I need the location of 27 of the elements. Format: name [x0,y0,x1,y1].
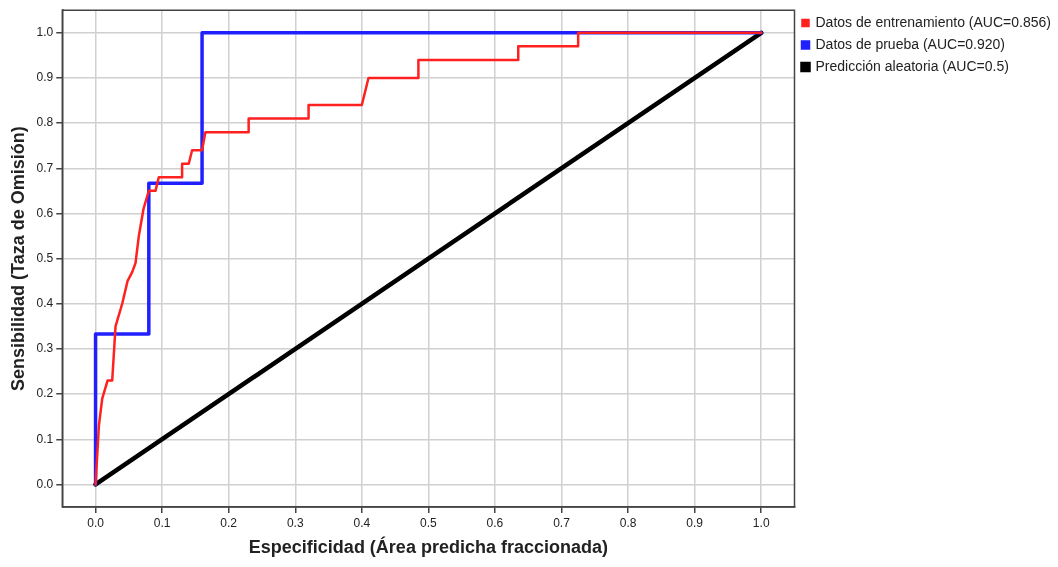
y-tick-label: 0.8 [36,115,54,130]
y-tick-label: 0.2 [36,386,54,401]
y-axis-title: Sensibilidad (Taza de Omisión) [7,126,28,391]
y-tick-label: 0.7 [36,160,54,175]
y-tick-label: 0.9 [36,70,54,85]
y-tick-label: 0.6 [36,205,54,220]
y-tick-label: 0.4 [36,296,54,311]
x-tick-label: 0.2 [220,515,238,530]
x-axis-title: Especificidad (Área predicha fraccionada) [248,536,608,558]
y-tick-label: 0.0 [36,476,54,491]
x-tick-label: 0.1 [153,515,171,530]
x-tick-label: 0.5 [420,515,438,530]
x-tick-label: 0.0 [87,515,105,530]
x-tick-label: 0.3 [286,515,304,530]
x-tick-label: 1.0 [752,515,770,530]
legend-label: Predicción aleatoria (AUC=0.5) [815,57,1009,74]
x-tick-label: 0.7 [553,515,571,530]
y-tick-label: 1.0 [36,25,54,40]
y-tick-label: 0.3 [36,341,54,356]
x-tick-label: 0.8 [619,515,637,530]
y-tick-label: 0.5 [36,250,54,265]
x-tick-label: 0.4 [353,515,371,530]
legend-label: Datos de prueba (AUC=0.920) [815,35,1005,52]
legend-label: Datos de entrenamiento (AUC=0.856) [815,13,1051,30]
y-tick-label: 0.1 [36,431,54,446]
x-tick-label: 0.9 [686,515,704,530]
x-tick-label: 0.6 [486,515,504,530]
